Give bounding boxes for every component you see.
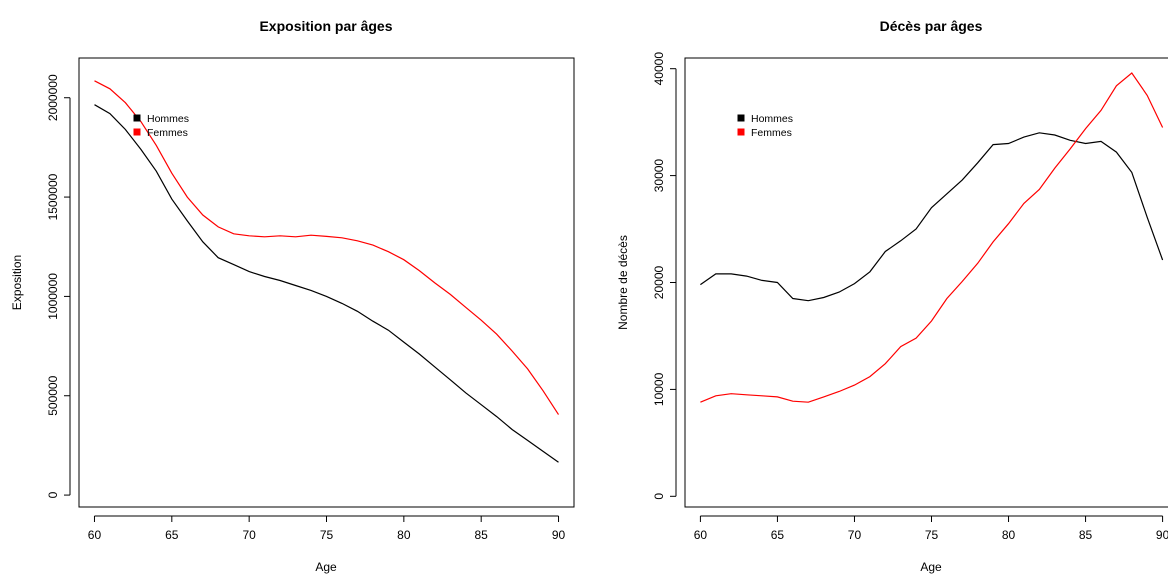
chart-2-y-tick-label: 10000 [652,372,666,406]
chart-2-y-axis: 0 10000 20000 30000 40000 [652,52,677,500]
chart-2-series-femmes [700,72,1164,403]
chart-1-series-femmes [94,80,560,415]
chart-1-x-tick-label: 90 [552,528,566,542]
chart-1-legend-swatch-femmes [133,128,141,136]
chart-2-x-tick-label: 80 [1002,528,1016,542]
chart-2-legend: Hommes Femmes [737,113,793,139]
chart-1-y-tick-label: 500000 [46,375,60,415]
chart-1-legend-swatch-hommes [133,114,141,122]
chart-1-x-tick-label: 85 [475,528,489,542]
chart-2-x-tick-label: 70 [848,528,862,542]
chart-2-x-tick-label: 65 [771,528,785,542]
chart-2-legend-label-femmes: Femmes [751,127,792,139]
chart-2-x-tick-label: 75 [925,528,939,542]
chart-2-legend-swatch-femmes [737,128,745,136]
chart-2-x-axis: 60 65 70 75 80 85 90 [694,515,1168,542]
chart-1-y-axis: 0 500000 1000000 1500000 2000000 [46,74,71,498]
chart-1-legend: Hommes Femmes [133,113,189,139]
chart-1-x-tick-label: 75 [320,528,334,542]
chart-1-x-tick-label: 80 [397,528,411,542]
chart-2-y-tick-label: 30000 [652,159,666,193]
chart-2-x-tick-label: 90 [1156,528,1168,542]
chart-2-x-tick-label: 85 [1079,528,1093,542]
chart-1-x-axis-label: Age [315,560,337,574]
chart-2-legend-swatch-hommes [737,114,745,122]
chart-1-y-tick-label: 1500000 [46,173,60,220]
chart-1-x-axis: 60 65 70 75 80 85 90 [88,515,566,542]
chart-1-series-hommes [94,104,559,463]
chart-2-y-tick-label: 0 [652,493,666,500]
chart-1-y-axis-label: Exposition [10,255,24,310]
chart-1-plot-frame [78,57,575,508]
chart-2-series-hommes [700,132,1164,302]
chart-2-x-tick-label: 60 [694,528,708,542]
chart-2-x-axis-label: Age [920,560,942,574]
chart-1-title: Exposition par âges [259,18,392,34]
chart-1-legend-label-femmes: Femmes [147,127,188,139]
chart-2-y-tick-label: 20000 [652,265,666,299]
chart-1-x-tick-label: 65 [165,528,179,542]
chart-2-title: Décès par âges [880,18,983,34]
chart-1-y-tick-label: 1000000 [46,273,60,320]
chart-1: Exposition par âges 60 65 70 75 80 85 90 Age 0 500… [10,18,575,574]
chart-1-x-tick-label: 70 [242,528,256,542]
chart-2-y-axis-label: Nombre de décès [616,235,630,330]
chart-2-legend-label-hommes: Hommes [751,113,793,125]
chart-1-legend-label-hommes: Hommes [147,113,189,125]
chart-1-y-tick-label: 0 [46,491,60,498]
chart-2: Décès par âges 60 65 70 75 80 85 90 Age 0 10000 200… [616,18,1168,574]
chart-2-y-tick-label: 40000 [652,52,666,86]
chart-1-x-tick-label: 60 [88,528,102,542]
chart-2-plot-frame [684,57,1168,508]
chart-1-y-tick-label: 2000000 [46,74,60,121]
